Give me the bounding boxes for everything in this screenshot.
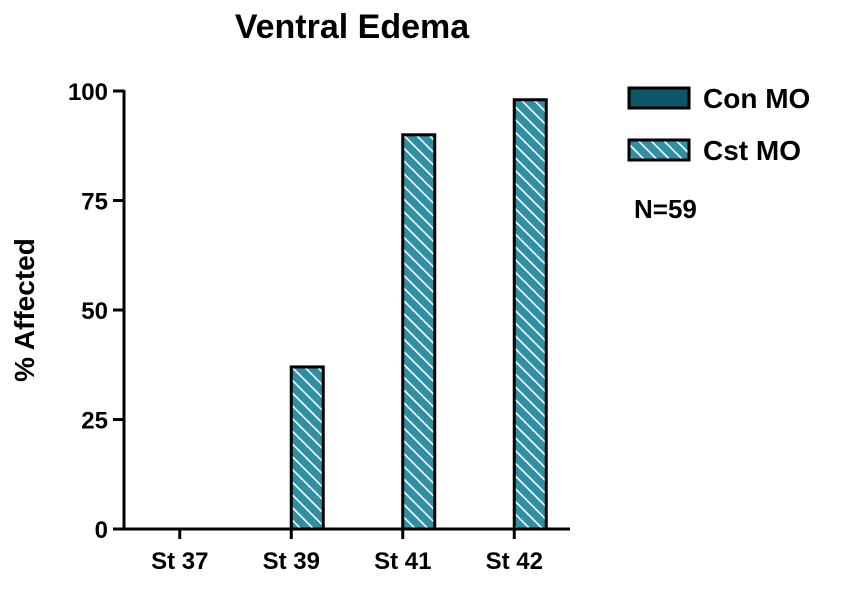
legend-swatch-cst-mo: [627, 138, 691, 162]
x-tick-label: St 39: [263, 548, 320, 575]
x-tick-label: St 37: [151, 548, 208, 575]
y-tick-label: 50: [81, 298, 108, 325]
y-axis-title-group: % Affected: [9, 238, 40, 382]
legend-label-cst-mo: Cst MO: [703, 135, 801, 166]
bar-cst-mo-st-39: [289, 365, 325, 531]
y-tick-label: 0: [95, 517, 108, 544]
chart-title: Ventral Edema: [235, 8, 470, 46]
y-tick-label: 100: [68, 79, 108, 106]
plot-area: St 37 St 39 St 41 St 42 0 25 50 75 100: [68, 79, 570, 575]
x-tick-label: St 41: [374, 548, 431, 575]
x-tick-label: St 42: [486, 548, 543, 575]
legend-swatch-con-mo: [627, 86, 691, 110]
y-axis-title: % Affected: [9, 238, 40, 382]
sample-size-annotation: N=59: [634, 194, 697, 224]
bar-cst-mo-st-42: [512, 98, 548, 531]
legend-label-con-mo: Con MO: [703, 83, 810, 114]
bar-cst-mo-st-41: [401, 133, 437, 531]
legend: Con MO Cst MO: [627, 83, 810, 166]
y-tick-label: 25: [81, 408, 108, 435]
y-tick-label: 75: [81, 189, 108, 216]
